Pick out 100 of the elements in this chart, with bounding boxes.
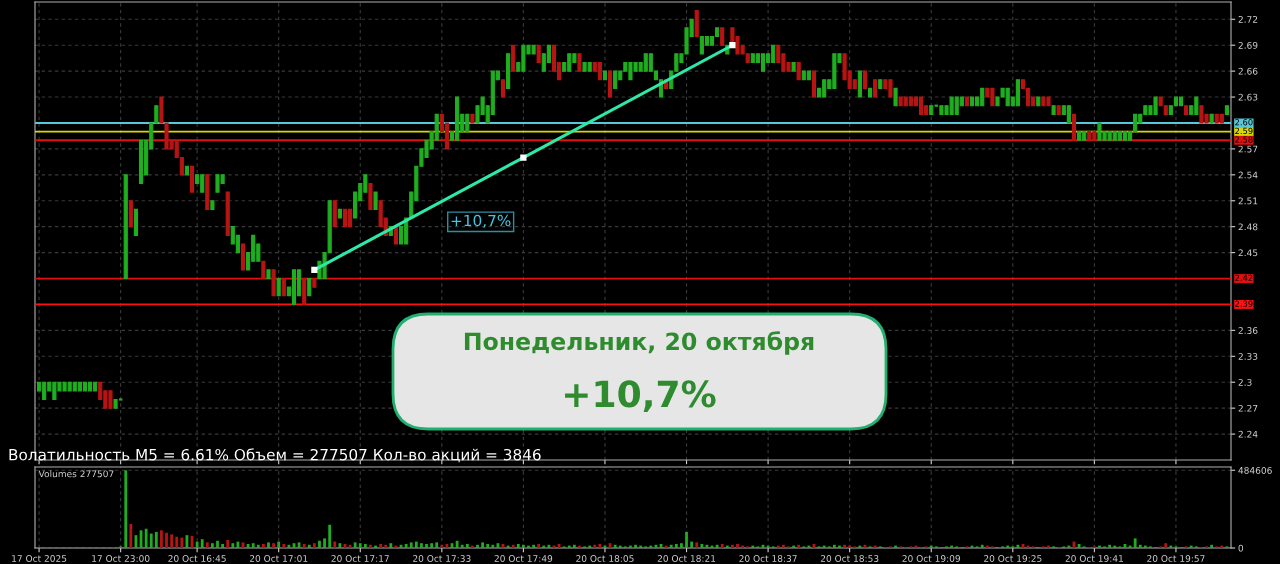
bar [160,530,163,548]
y-tick-label: 2.54 [1238,171,1258,179]
bar [455,540,459,548]
bar [674,543,678,548]
bar [435,542,439,548]
bar [613,544,617,548]
bar [307,544,311,548]
bar [175,536,179,548]
bar [414,541,418,548]
bar [736,543,739,548]
bar [476,544,479,548]
bar [430,543,434,548]
bar [251,543,255,548]
ref-line-label: 2.59 [1235,127,1253,135]
y-tick-label: 2.51 [1238,197,1258,205]
bar [465,543,469,548]
y-tick-label: 2.27 [1238,404,1258,412]
bar [720,543,724,548]
bar [511,544,515,548]
bar [129,523,133,548]
bar [328,524,332,548]
bar [312,543,316,548]
bar [832,544,836,548]
ref-line-label: 2.58 [1235,136,1253,143]
ref-line-label: 2.60 [1235,119,1253,126]
bar [318,540,321,548]
y-tick-label: 0 [1238,544,1244,552]
bar [486,543,490,548]
bar [170,534,174,548]
bar [267,542,270,548]
bar [572,544,576,548]
bar [256,544,260,548]
bar [272,543,275,548]
text: +10,7% [565,380,716,413]
bar [781,544,785,548]
bar [685,531,688,548]
y-tick-label: 2.33 [1238,353,1258,360]
x-tick-label: 20 Oct 16:45 [168,555,226,562]
bar [481,542,485,548]
bar [302,543,306,548]
text: Понедельник, 20 октября [464,331,814,355]
bar [440,544,444,548]
bar [216,540,219,548]
bar [634,544,637,548]
bar [690,541,694,548]
bar [323,538,326,548]
x-tick-label: 20 Oct 19:57 [1147,555,1205,562]
bar [180,537,184,548]
x-tick-label: 20 Oct 19:41 [1065,555,1123,562]
y-tick-label: 2.57 [1238,145,1258,153]
x-tick-label: 20 Oct 17:17 [331,555,389,562]
y-tick-label: 2.72 [1238,16,1258,23]
bar [282,543,286,548]
bar [287,544,291,548]
bar [338,543,342,548]
bar [195,541,199,548]
bar [598,543,602,548]
bar [532,544,535,548]
x-tick-label: 20 Oct 17:49 [494,555,553,562]
bar [1138,544,1142,548]
bar [547,544,551,548]
annotation: +10,7% [451,214,511,228]
bar [404,543,408,548]
bar [358,543,362,548]
bar [460,544,464,548]
bar [593,544,597,548]
bar [731,544,734,548]
bar [1133,538,1137,548]
bar [1210,544,1214,548]
bar [409,542,413,548]
y-tick-label: 2.45 [1238,249,1258,257]
x-tick-label: 20 Oct 18:37 [739,555,797,562]
bar [231,543,235,548]
bar [261,543,265,548]
bar [211,543,214,548]
x-tick-label: 17 Oct 2025 [12,555,67,562]
y-tick-label: 2.48 [1238,223,1258,231]
y-tick-label: 2.36 [1238,327,1258,334]
x-tick-label: 17 Oct 23:00 [92,555,150,562]
bar [144,528,148,548]
bar [843,544,846,548]
x-tick-label: 20 Oct 19:09 [902,555,961,562]
bar [680,543,683,548]
bar [154,531,158,548]
bar [980,544,984,548]
bar [537,543,541,548]
y-tick-label: 484606 [1238,467,1272,474]
bar [200,539,204,548]
bar [149,533,153,548]
annotation: Волатильность M5 = 6.61% Объем = 277507 Кол-во акций = 3846 [9,448,541,463]
bar [369,544,372,548]
y-tick-label: 2.3 [1238,378,1252,386]
bar [1164,543,1168,548]
bar [205,542,209,548]
bar [389,543,393,548]
bar [221,543,225,548]
ref-line-label: 2.39 [1235,300,1253,307]
x-tick-label: 20 Oct 18:21 [657,555,716,562]
bar [491,544,495,548]
bar [363,543,367,548]
